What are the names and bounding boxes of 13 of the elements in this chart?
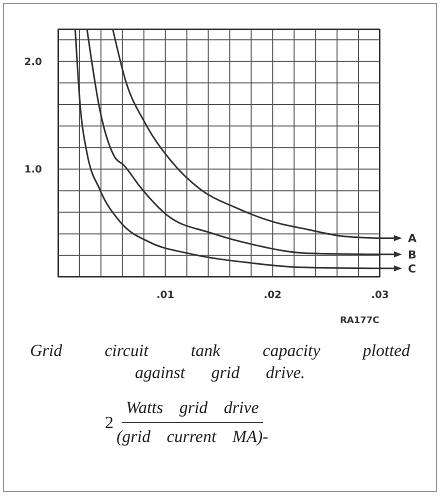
y-tick-label: 1.0 — [24, 164, 42, 176]
text: RA177C — [340, 316, 380, 326]
text: Watts grid drive — [122, 398, 263, 423]
legend-label: A — [408, 232, 417, 246]
text: 2 — [105, 412, 114, 432]
text: (grid current MA)- — [116, 426, 268, 447]
x-tick-label: .03 — [371, 290, 389, 302]
text: Grid circuit tank capacity plotted against grid drive. — [30, 340, 410, 384]
x-tick-label: .02 — [264, 290, 282, 302]
legend-label: C — [408, 262, 416, 276]
y-tick-label: 2.0 — [24, 56, 42, 68]
legend-label: B — [408, 248, 416, 262]
x-tick-label: .01 — [156, 290, 174, 302]
